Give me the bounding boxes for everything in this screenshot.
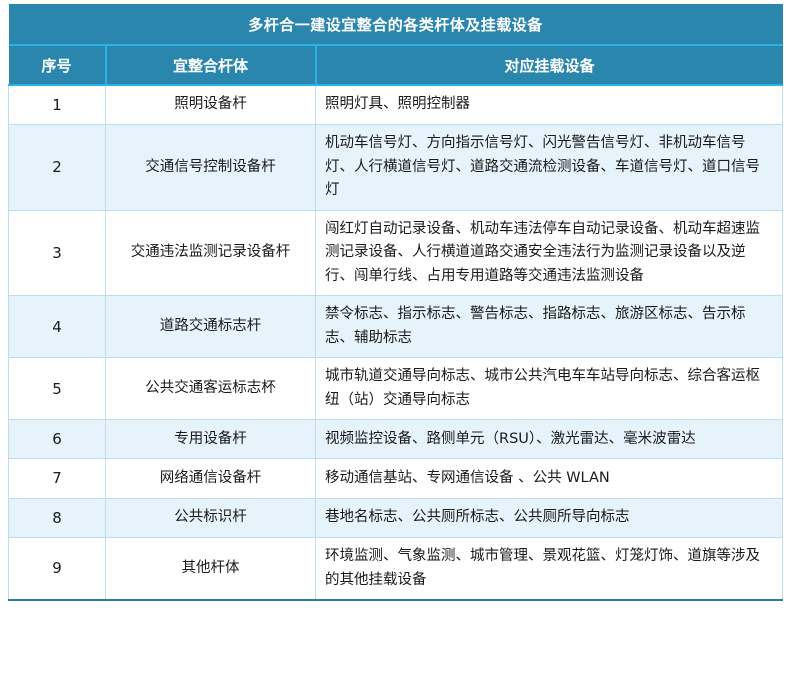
table-title-row: 多杆合一建设宜整合的各类杆体及挂载设备 [8,4,783,46]
table-row: 7 网络通信设备杆 移动通信基站、专网通信设备 、公共 WLAN [8,458,783,499]
table-body: 1 照明设备杆 照明灯具、照明控制器 2 交通信号控制设备杆 机动车信号灯、方向指示信号灯… [8,84,783,601]
table-column-header-row: 序号 宜整合杆体 对应挂载设备 [8,45,783,86]
cell-pole: 交通信号控制设备杆 [105,124,316,211]
column-header-pole: 宜整合杆体 [105,45,317,86]
cell-index: 5 [8,357,106,421]
table-row: 9 其他杆体 环境监测、气象监测、城市管理、景观花篮、灯笼灯饰、道旗等涉及的其他挂载… [8,537,783,601]
cell-index: 4 [8,295,106,359]
cell-pole: 其他杆体 [105,537,316,601]
table-row: 1 照明设备杆 照明灯具、照明控制器 [8,84,783,126]
cell-index: 1 [8,84,106,126]
cell-index: 3 [8,209,106,297]
cell-devices: 视频监控设备、路侧单元（RSU）、激光雷达、毫米波雷达 [315,419,783,460]
cell-index: 9 [8,537,106,601]
cell-pole: 专用设备杆 [105,419,316,460]
cell-index: 2 [8,124,106,211]
cell-devices: 移动通信基站、专网通信设备 、公共 WLAN [315,458,783,499]
cell-devices: 环境监测、气象监测、城市管理、景观花篮、灯笼灯饰、道旗等涉及的其他挂载设备 [315,537,783,601]
column-header-index: 序号 [8,45,107,86]
cell-index: 8 [8,497,106,539]
cell-pole: 网络通信设备杆 [105,458,316,499]
cell-pole: 照明设备杆 [105,84,316,126]
table-row: 2 交通信号控制设备杆 机动车信号灯、方向指示信号灯、闪光警告信号灯、非机动车信号灯… [8,124,783,211]
pole-equipment-table: 多杆合一建设宜整合的各类杆体及挂载设备 序号 宜整合杆体 对应挂载设备 1 照明设… [8,4,783,601]
cell-pole: 道路交通标志杆 [105,295,316,359]
table-row: 8 公共标识杆 巷地名标志、公共厕所标志、公共厕所导向标志 [8,497,783,539]
cell-index: 7 [8,458,106,499]
cell-devices: 机动车信号灯、方向指示信号灯、闪光警告信号灯、非机动车信号灯、人行横道信号灯、道… [315,124,783,211]
table-row: 4 道路交通标志杆 禁令标志、指示标志、警告标志、指路标志、旅游区标志、告示标志、辅… [8,295,783,359]
cell-index: 6 [8,419,106,460]
cell-pole: 公共标识杆 [105,497,316,539]
cell-devices: 城市轨道交通导向标志、城市公共汽电车车站导向标志、综合客运枢纽（站）交通导向标志 [315,357,783,421]
pole-equipment-table-container: 多杆合一建设宜整合的各类杆体及挂载设备 序号 宜整合杆体 对应挂载设备 1 照明设… [8,4,783,601]
cell-devices: 闯红灯自动记录设备、机动车违法停车自动记录设备、机动车超速监测记录设备、人行横道… [315,209,783,297]
cell-pole: 公共交通客运标志杯 [105,357,316,421]
table-header: 多杆合一建设宜整合的各类杆体及挂载设备 序号 宜整合杆体 对应挂载设备 [8,4,783,86]
column-header-devices: 对应挂载设备 [315,45,783,86]
table-row: 5 公共交通客运标志杯 城市轨道交通导向标志、城市公共汽电车车站导向标志、综合客运枢… [8,357,783,421]
table-row: 6 专用设备杆 视频监控设备、路侧单元（RSU）、激光雷达、毫米波雷达 [8,419,783,460]
cell-devices: 巷地名标志、公共厕所标志、公共厕所导向标志 [315,497,783,539]
table-row: 3 交通违法监测记录设备杆 闯红灯自动记录设备、机动车违法停车自动记录设备、机动车超… [8,209,783,297]
cell-pole: 交通违法监测记录设备杆 [105,209,316,297]
table-title: 多杆合一建设宜整合的各类杆体及挂载设备 [8,4,783,46]
cell-devices: 照明灯具、照明控制器 [315,84,783,126]
cell-devices: 禁令标志、指示标志、警告标志、指路标志、旅游区标志、告示标志、辅助标志 [315,295,783,359]
